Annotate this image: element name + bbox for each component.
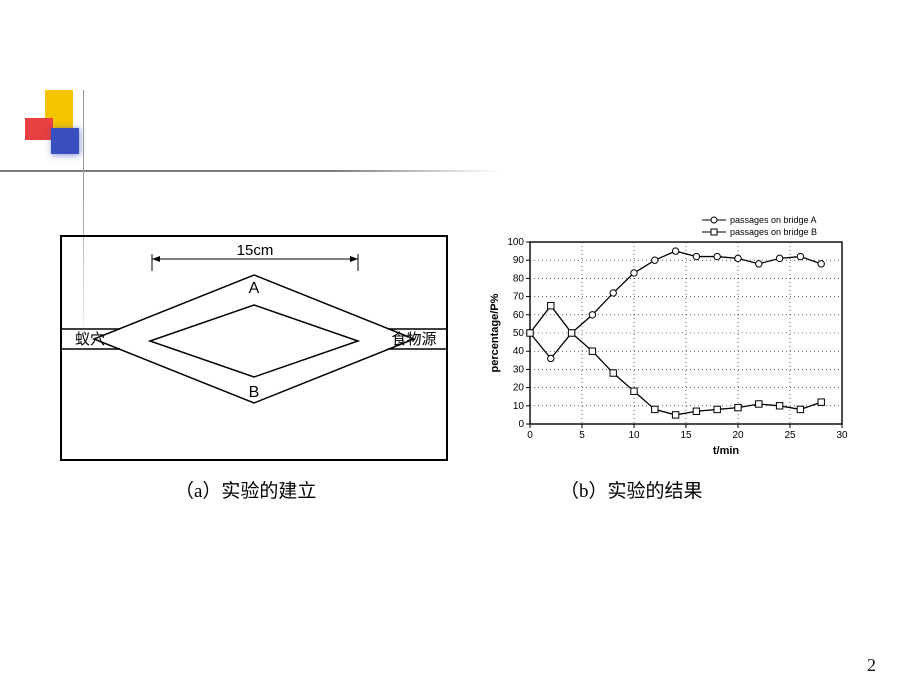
svg-text:50: 50 — [513, 328, 525, 339]
logo-blue-block — [51, 128, 79, 154]
caption-b: （b）实验的结果 — [560, 476, 703, 503]
svg-text:70: 70 — [513, 292, 525, 303]
svg-text:10: 10 — [628, 430, 640, 441]
page-number: 2 — [867, 655, 876, 676]
svg-text:30: 30 — [513, 364, 525, 375]
slide-logo — [25, 90, 100, 165]
svg-text:100: 100 — [507, 237, 524, 248]
svg-text:15: 15 — [680, 430, 692, 441]
experiment-result-svg: 0 5 10 15 20 25 30 0 10 20 30 40 50 60 70 80 90 100 t/min p… — [484, 210, 854, 460]
panel-b-chart: 0 5 10 15 20 25 30 0 10 20 30 40 50 60 70 80 90 100 t/min p… — [484, 210, 854, 460]
logo-red-block — [25, 118, 53, 140]
svg-text:percentage/P%: percentage/P% — [489, 293, 501, 372]
svg-text:t/min: t/min — [713, 445, 740, 457]
svg-text:30: 30 — [836, 430, 848, 441]
svg-text:60: 60 — [513, 310, 525, 321]
svg-text:食物源: 食物源 — [391, 331, 436, 348]
experiment-setup-svg: 15cm A B 蚁穴 食物源 — [62, 237, 446, 459]
svg-text:80: 80 — [513, 273, 525, 284]
svg-text:0: 0 — [518, 419, 524, 430]
svg-text:A: A — [249, 280, 260, 297]
svg-text:25: 25 — [784, 430, 796, 441]
svg-text:20: 20 — [732, 430, 744, 441]
svg-text:20: 20 — [513, 383, 525, 394]
svg-text:0: 0 — [527, 430, 533, 441]
svg-text:B: B — [249, 384, 260, 401]
svg-text:passages on bridge B: passages on bridge B — [730, 227, 817, 237]
caption-a: （a）实验的建立 — [175, 476, 316, 503]
panel-a-diagram: 15cm A B 蚁穴 食物源 — [60, 235, 448, 461]
svg-text:40: 40 — [513, 346, 525, 357]
svg-text:蚁穴: 蚁穴 — [75, 331, 105, 348]
svg-text:5: 5 — [579, 430, 585, 441]
header-horizontal-rule — [0, 170, 520, 172]
svg-text:90: 90 — [513, 255, 525, 266]
svg-text:10: 10 — [513, 401, 525, 412]
svg-text:15cm: 15cm — [237, 242, 274, 259]
svg-text:passages on bridge A: passages on bridge A — [730, 215, 817, 225]
